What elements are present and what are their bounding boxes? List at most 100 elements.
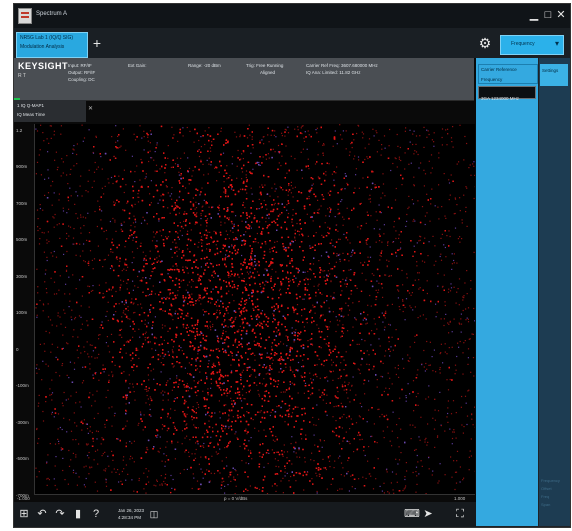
constellation-point bbox=[100, 443, 102, 445]
constellation-point bbox=[204, 143, 206, 146]
constellation-point bbox=[208, 157, 210, 159]
constellation-point bbox=[265, 158, 267, 160]
constellation-point bbox=[336, 319, 338, 321]
constellation-point bbox=[68, 276, 70, 278]
constellation-point bbox=[402, 300, 404, 302]
constellation-point bbox=[427, 255, 429, 257]
constellation-point bbox=[92, 377, 95, 379]
constellation-point bbox=[319, 439, 321, 441]
constellation-point bbox=[198, 297, 200, 299]
constellation-point bbox=[102, 266, 104, 268]
constellation-point bbox=[153, 159, 155, 161]
add-tab-button[interactable]: + bbox=[92, 35, 102, 51]
constellation-point bbox=[66, 232, 68, 235]
constellation-point bbox=[355, 168, 357, 170]
constellation-point bbox=[301, 366, 303, 368]
constellation-point bbox=[63, 309, 65, 311]
constellation-point bbox=[149, 294, 151, 296]
constellation-point bbox=[136, 165, 138, 167]
constellation-point bbox=[381, 287, 383, 289]
constellation-point bbox=[223, 480, 225, 482]
gear-icon[interactable]: ⚙ bbox=[478, 35, 492, 51]
info-ext-gain[interactable]: Ext Gain: bbox=[128, 62, 147, 69]
constellation-point bbox=[225, 331, 227, 333]
constellation-point bbox=[340, 362, 342, 364]
info-trigger[interactable]: Trig: Free Running Aligned bbox=[246, 62, 283, 76]
constellation-point bbox=[335, 316, 337, 318]
constellation-point bbox=[37, 292, 39, 294]
constellation-point bbox=[85, 217, 87, 219]
maximize-button[interactable]: □ bbox=[544, 9, 552, 21]
constellation-point bbox=[447, 133, 449, 135]
close-button[interactable]: ✕ bbox=[556, 9, 566, 21]
constellation-point bbox=[160, 362, 162, 364]
constellation-point bbox=[59, 375, 61, 377]
constellation-point bbox=[110, 289, 112, 291]
constellation-point bbox=[436, 436, 439, 438]
constellation-point bbox=[353, 158, 355, 160]
minimize-button[interactable]: ▁ bbox=[529, 9, 539, 21]
info-carrier[interactable]: Carrier Ref Freq: 3607.680000 MHz IQ Ana… bbox=[306, 62, 378, 76]
mode-tab[interactable]: NR5G Lab 1 (IQ/Q SIG) Modulation Analysi… bbox=[16, 32, 88, 58]
constellation-point bbox=[391, 303, 393, 305]
constellation-point bbox=[312, 306, 314, 308]
plot-header[interactable]: 1 IQ Q-MAP1 IQ Meas Time bbox=[14, 100, 86, 122]
constellation-point bbox=[322, 144, 324, 146]
constellation-point bbox=[70, 459, 72, 461]
constellation-point bbox=[178, 248, 180, 250]
constellation-point bbox=[238, 331, 240, 333]
constellation-point bbox=[123, 303, 125, 306]
frequency-dropdown[interactable]: Frequency ▾ bbox=[500, 35, 564, 55]
constellation-point bbox=[149, 142, 151, 144]
constellation-point bbox=[304, 457, 306, 459]
constellation-point bbox=[434, 446, 436, 448]
constellation-point bbox=[316, 376, 318, 378]
constellation-point bbox=[66, 431, 68, 433]
constellation-point bbox=[42, 303, 44, 305]
constellation-point bbox=[148, 470, 150, 472]
constellation-point bbox=[165, 236, 167, 238]
close-icon[interactable]: ✕ bbox=[88, 106, 94, 112]
constellation-point bbox=[119, 146, 121, 148]
constellation-point bbox=[212, 206, 214, 208]
constellation-point bbox=[269, 248, 271, 250]
constellation-point bbox=[86, 444, 88, 446]
constellation-point bbox=[347, 305, 350, 307]
constellation-point bbox=[461, 395, 463, 398]
constellation-plot[interactable] bbox=[34, 124, 476, 495]
constellation-point bbox=[118, 481, 120, 483]
constellation-point bbox=[371, 330, 373, 332]
constellation-point bbox=[465, 186, 467, 188]
constellation-point bbox=[159, 355, 162, 357]
constellation-point bbox=[131, 262, 133, 264]
constellation-point bbox=[256, 271, 259, 273]
constellation-point bbox=[202, 309, 204, 311]
constellation-point bbox=[339, 134, 342, 136]
constellation-point bbox=[134, 139, 137, 141]
constellation-point bbox=[391, 430, 393, 432]
constellation-point bbox=[281, 135, 283, 137]
constellation-point bbox=[166, 416, 169, 418]
constellation-point bbox=[470, 455, 472, 457]
info-input[interactable]: Input: RF/IF Output: RF/IF Coupling: DC bbox=[68, 62, 95, 83]
constellation-point bbox=[442, 362, 444, 364]
constellation-point bbox=[292, 187, 294, 189]
constellation-point bbox=[45, 288, 47, 290]
constellation-point bbox=[336, 143, 338, 145]
constellation-point bbox=[365, 323, 367, 325]
constellation-point bbox=[207, 363, 210, 365]
constellation-point bbox=[78, 315, 81, 317]
constellation-point bbox=[235, 238, 237, 241]
constellation-point bbox=[325, 171, 327, 173]
constellation-point bbox=[457, 288, 459, 290]
constellation-point bbox=[221, 335, 223, 337]
constellation-point bbox=[462, 479, 464, 481]
constellation-point bbox=[358, 343, 360, 345]
constellation-point bbox=[431, 167, 433, 169]
constellation-point bbox=[284, 421, 286, 423]
constellation-point bbox=[292, 196, 294, 198]
info-range[interactable]: Range: -20 dBm bbox=[188, 62, 221, 69]
constellation-point bbox=[305, 434, 307, 436]
constellation-point bbox=[256, 232, 258, 235]
constellation-point bbox=[149, 396, 151, 398]
